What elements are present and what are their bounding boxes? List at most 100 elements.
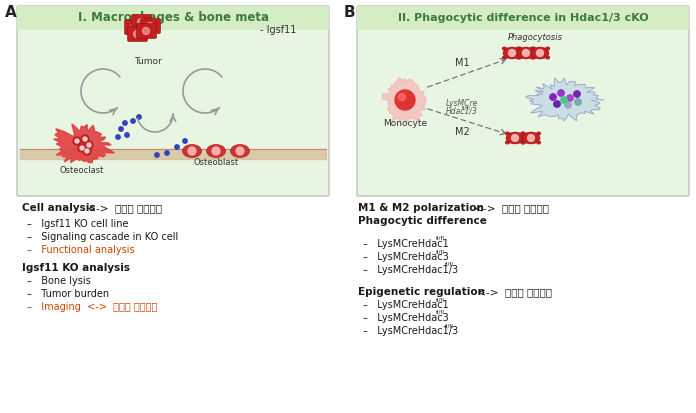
Text: –   LysMCreHdac1/3: – LysMCreHdac1/3	[363, 265, 458, 275]
Text: –   LysMCreHdac1: – LysMCreHdac1	[363, 239, 449, 249]
FancyBboxPatch shape	[136, 24, 157, 38]
Circle shape	[83, 137, 87, 141]
Circle shape	[138, 19, 145, 26]
Text: –   Tumor burden: – Tumor burden	[27, 289, 109, 299]
Circle shape	[73, 137, 81, 145]
Circle shape	[509, 50, 516, 57]
Ellipse shape	[521, 131, 526, 135]
Circle shape	[85, 141, 93, 149]
Text: –   LysMCreHdac3: – LysMCreHdac3	[363, 252, 449, 262]
Circle shape	[165, 151, 169, 155]
Ellipse shape	[530, 55, 535, 59]
FancyBboxPatch shape	[357, 6, 689, 30]
FancyBboxPatch shape	[127, 26, 148, 41]
Circle shape	[554, 101, 560, 107]
Circle shape	[528, 135, 535, 142]
Circle shape	[78, 144, 86, 152]
Text: fl/fl: fl/fl	[436, 236, 444, 241]
Text: M1 & M2 polarization: M1 & M2 polarization	[358, 203, 484, 213]
Circle shape	[574, 91, 580, 97]
Circle shape	[80, 146, 84, 150]
Ellipse shape	[516, 55, 521, 59]
Polygon shape	[54, 124, 114, 163]
Circle shape	[537, 50, 544, 57]
Ellipse shape	[516, 47, 521, 50]
Text: M1: M1	[455, 58, 470, 68]
Text: Cell analysis: Cell analysis	[22, 203, 95, 213]
FancyBboxPatch shape	[141, 19, 161, 33]
Text: Osteoclast: Osteoclast	[60, 166, 104, 175]
Circle shape	[564, 102, 571, 108]
Text: Monocyte: Monocyte	[383, 119, 427, 128]
Circle shape	[183, 139, 187, 143]
Text: –   LysMCreHdac1/3: – LysMCreHdac1/3	[363, 326, 458, 336]
Circle shape	[134, 31, 141, 38]
Text: Phagocytosis: Phagocytosis	[507, 33, 562, 42]
Text: –   Imaging  <->  권싹해 공동연구: – Imaging <-> 권싹해 공동연구	[27, 302, 157, 312]
Circle shape	[131, 119, 135, 123]
Ellipse shape	[536, 140, 541, 145]
Circle shape	[557, 90, 564, 96]
Ellipse shape	[536, 131, 541, 135]
Ellipse shape	[545, 47, 550, 50]
Text: Osteoblast: Osteoblast	[193, 158, 239, 167]
Ellipse shape	[517, 47, 522, 50]
Text: fl/fl: fl/fl	[445, 323, 453, 328]
Ellipse shape	[531, 55, 536, 59]
Ellipse shape	[506, 132, 524, 144]
Text: fl/fl: fl/fl	[445, 262, 453, 267]
Text: –   Functional analysis: – Functional analysis	[27, 245, 134, 255]
FancyBboxPatch shape	[17, 6, 329, 196]
Circle shape	[523, 50, 530, 57]
Circle shape	[212, 147, 220, 155]
Circle shape	[188, 147, 196, 155]
Text: Igsf11 KO analysis: Igsf11 KO analysis	[22, 263, 130, 273]
Text: A: A	[5, 5, 17, 20]
Circle shape	[83, 147, 91, 155]
Circle shape	[146, 22, 154, 29]
Circle shape	[236, 147, 244, 155]
Text: –   LysMCreHdac3: – LysMCreHdac3	[363, 313, 449, 323]
Ellipse shape	[207, 145, 226, 157]
Circle shape	[137, 115, 141, 119]
Circle shape	[561, 97, 567, 103]
Text: fl/fl: fl/fl	[436, 249, 444, 254]
Text: fl/fl: fl/fl	[436, 297, 444, 302]
Circle shape	[85, 149, 89, 153]
Ellipse shape	[182, 145, 202, 157]
Polygon shape	[526, 78, 604, 121]
Text: –   Igsf11 KO cell line: – Igsf11 KO cell line	[27, 219, 129, 229]
Text: Tumor: Tumor	[134, 57, 162, 66]
Text: Hdac1/3: Hdac1/3	[446, 106, 478, 115]
Circle shape	[550, 94, 556, 100]
Text: –   Bone lysis: – Bone lysis	[27, 276, 90, 286]
Circle shape	[131, 24, 138, 31]
Ellipse shape	[531, 47, 549, 59]
Text: I. Macrophages & bone meta: I. Macrophages & bone meta	[77, 12, 269, 24]
Circle shape	[155, 153, 159, 157]
Text: fl/fl: fl/fl	[436, 310, 444, 315]
Ellipse shape	[517, 47, 535, 59]
Ellipse shape	[505, 140, 510, 145]
Text: Phagocytic difference: Phagocytic difference	[358, 216, 487, 226]
Ellipse shape	[502, 47, 507, 50]
Text: B: B	[344, 5, 356, 20]
Ellipse shape	[531, 47, 536, 50]
Ellipse shape	[545, 55, 550, 59]
Circle shape	[125, 133, 129, 137]
Text: –   Signaling cascade in KO cell: – Signaling cascade in KO cell	[27, 232, 178, 242]
Circle shape	[122, 121, 127, 125]
Circle shape	[175, 145, 179, 149]
Ellipse shape	[503, 47, 521, 59]
Ellipse shape	[530, 47, 535, 50]
Ellipse shape	[517, 55, 522, 59]
FancyBboxPatch shape	[132, 14, 152, 29]
Circle shape	[119, 127, 123, 131]
Ellipse shape	[230, 145, 249, 157]
Circle shape	[116, 135, 120, 139]
Text: <->  여창열 공동연구: <-> 여창열 공동연구	[84, 203, 162, 213]
Ellipse shape	[520, 131, 525, 135]
Ellipse shape	[502, 55, 507, 59]
Ellipse shape	[521, 140, 526, 145]
Circle shape	[575, 99, 581, 105]
